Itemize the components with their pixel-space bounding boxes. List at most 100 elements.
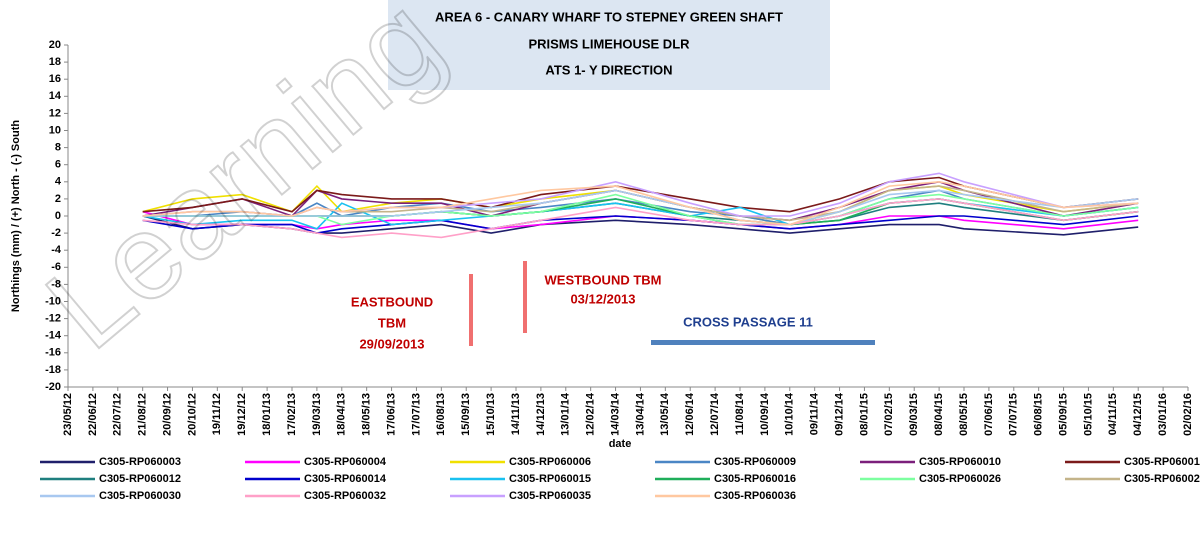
eastbound-marker — [469, 274, 473, 346]
legend-label: C305-RP060016 — [714, 473, 796, 485]
y-tick-label: 12 — [49, 107, 61, 119]
y-tick-label: 18 — [49, 56, 61, 68]
x-tick-label: 10/10/14 — [784, 392, 796, 436]
y-tick-label: -10 — [45, 295, 61, 307]
legend-label: C305-RP060035 — [509, 490, 591, 502]
y-tick-label: 14 — [49, 90, 62, 102]
x-tick-label: 18/05/13 — [361, 393, 373, 436]
x-tick-label: 14/12/13 — [535, 393, 547, 436]
y-tick-label: -6 — [51, 261, 61, 273]
x-tick-label: 09/11/14 — [809, 392, 821, 435]
y-tick-label: -8 — [51, 278, 61, 290]
x-tick-label: 18/01/13 — [261, 393, 273, 436]
y-tick-label: 16 — [49, 73, 61, 85]
x-tick-label: 20/09/12 — [161, 393, 173, 436]
x-tick-label: 20/10/12 — [186, 393, 198, 436]
x-tick-label: 13/01/14 — [560, 392, 572, 436]
y-axis-label: Northings (mm) / (+) North - (-) South — [10, 120, 22, 312]
westbound-marker — [523, 261, 527, 333]
x-tick-label: 04/11/15 — [1107, 393, 1119, 435]
x-tick-label: 12/06/14 — [684, 392, 696, 436]
x-tick-label: 08/05/15 — [958, 393, 970, 436]
y-tick-label: -16 — [45, 347, 61, 359]
legend-label: C305-RP060015 — [509, 473, 591, 485]
x-tick-label: 22/07/12 — [112, 393, 124, 436]
y-tick-label: 6 — [55, 159, 61, 171]
x-tick-label: 03/01/16 — [1157, 393, 1169, 436]
x-tick-label: 05/10/15 — [1082, 393, 1094, 436]
legend-label: C305-RP060006 — [509, 456, 591, 468]
y-tick-label: -12 — [45, 313, 61, 325]
legend-label: C305-RP060012 — [99, 473, 181, 485]
annotation: 03/12/2013 — [570, 291, 635, 306]
x-tick-label: 15/09/13 — [460, 393, 472, 436]
annotation: EASTBOUND — [351, 294, 433, 309]
x-tick-label: 19/12/12 — [236, 393, 248, 436]
cross-passage-bar — [651, 340, 875, 345]
title-box — [388, 0, 830, 90]
x-tick-label: 05/09/15 — [1057, 393, 1069, 436]
series-line — [142, 215, 1139, 234]
x-tick-label: 17/07/13 — [410, 393, 422, 436]
chart-title: ATS 1- Y DIRECTION — [545, 62, 672, 77]
y-tick-label: -18 — [45, 364, 61, 376]
x-tick-label: 13/05/14 — [659, 392, 671, 436]
y-tick-label: -14 — [45, 330, 62, 342]
x-tick-label: 09/12/14 — [833, 392, 845, 436]
x-tick-label: 21/08/12 — [137, 393, 149, 436]
legend-label: C305-RP060026 — [919, 473, 1001, 485]
annotation: WESTBOUND TBM — [545, 272, 662, 287]
x-tick-label: 15/10/13 — [485, 393, 497, 436]
legend-label: C305-RP060004 — [304, 456, 387, 468]
x-tick-label: 14/11/13 — [510, 393, 522, 435]
x-tick-label: 07/07/15 — [1008, 393, 1020, 436]
legend-label: C305-RP060011 — [1124, 456, 1200, 468]
x-tick-label: 06/08/15 — [1033, 393, 1045, 436]
x-tick-label: 02/02/16 — [1182, 393, 1194, 436]
legend-label: C305-RP060036 — [714, 490, 796, 502]
y-tick-label: -4 — [51, 244, 62, 256]
x-tick-label: 17/06/13 — [385, 393, 397, 436]
x-tick-label: 18/04/13 — [336, 393, 348, 436]
x-tick-label: 23/05/12 — [62, 393, 74, 436]
x-tick-label: 19/03/13 — [311, 393, 323, 436]
x-tick-label: 22/06/12 — [87, 393, 99, 436]
x-tick-label: 19/11/12 — [211, 393, 223, 435]
x-tick-label: 17/02/13 — [286, 393, 298, 436]
legend-label: C305-RP060032 — [304, 490, 386, 502]
x-tick-label: 11/08/14 — [734, 392, 746, 435]
legend-label: C305-RP060010 — [919, 456, 1001, 468]
chart-title: PRISMS LIMEHOUSE DLR — [528, 36, 690, 51]
x-tick-label: 13/04/14 — [634, 392, 646, 436]
x-tick-label: 04/12/15 — [1132, 393, 1144, 436]
x-tick-label: 10/09/14 — [759, 392, 771, 436]
legend-label: C305-RP060003 — [99, 456, 181, 468]
y-tick-label: -2 — [51, 227, 61, 239]
chart-title: AREA 6 - CANARY WHARF TO STEPNEY GREEN S… — [435, 9, 783, 24]
x-tick-label: 07/02/15 — [883, 393, 895, 436]
x-tick-label: 12/07/14 — [709, 392, 721, 436]
x-tick-label: 14/03/14 — [609, 392, 621, 436]
x-tick-label: 07/06/15 — [983, 393, 995, 436]
y-tick-label: 20 — [49, 39, 61, 51]
y-tick-label: 4 — [55, 176, 62, 188]
series-line — [142, 198, 1139, 239]
annotation: TBM — [378, 315, 406, 330]
x-tick-label: 16/08/13 — [435, 393, 447, 436]
x-tick-label: 08/01/15 — [858, 393, 870, 436]
y-tick-label: 2 — [55, 193, 61, 205]
y-tick-label: -20 — [45, 381, 61, 393]
x-axis-label: date — [609, 438, 632, 450]
legend-label: C305-RP060014 — [304, 473, 387, 485]
annotation: 29/09/2013 — [359, 336, 424, 351]
series-line — [142, 180, 1139, 226]
legend-label: C305-RP060009 — [714, 456, 796, 468]
legend-label: C305-RP060029 — [1124, 473, 1200, 485]
series-line — [142, 189, 1139, 226]
x-tick-label: 12/02/14 — [585, 392, 597, 436]
legend-label: C305-RP060030 — [99, 490, 181, 502]
y-tick-label: 8 — [55, 142, 61, 154]
annotation: CROSS PASSAGE 11 — [683, 314, 813, 329]
x-tick-label: 09/03/15 — [908, 393, 920, 436]
